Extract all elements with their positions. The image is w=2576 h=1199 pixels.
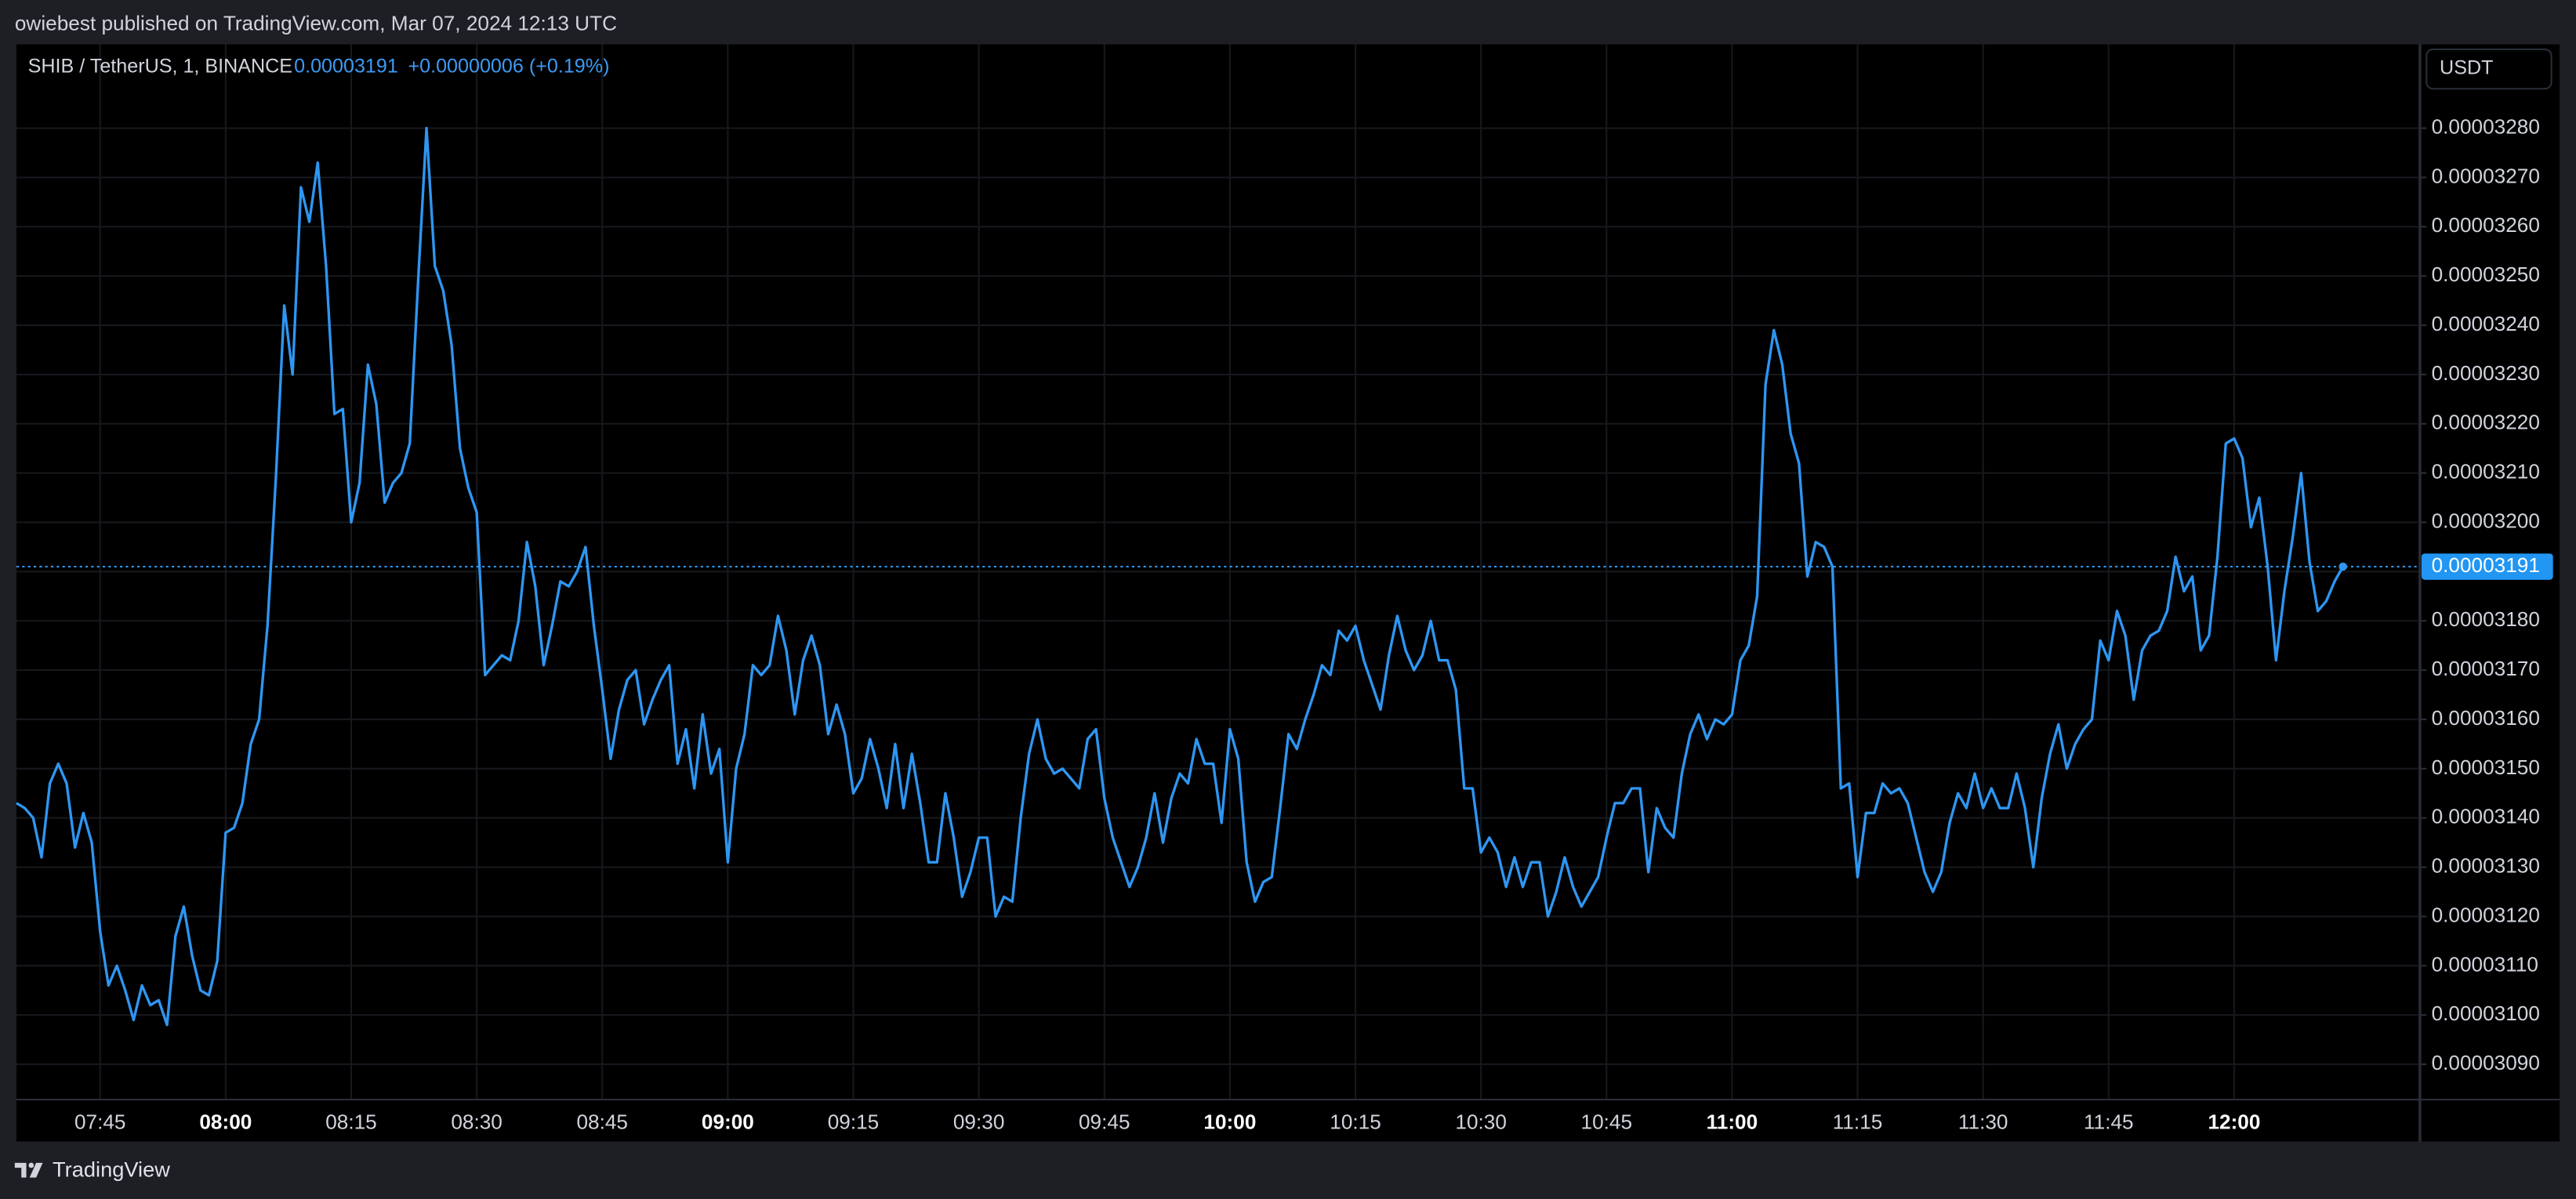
price-change: +0.00000006 (+0.19%)	[408, 56, 609, 78]
x-tick-label: 10:30	[1455, 1110, 1507, 1133]
axis-corner	[2422, 1100, 2560, 1142]
x-tick-label: 08:45	[576, 1110, 628, 1133]
last-price-label: 0.00003191	[2432, 553, 2540, 577]
y-tick-label: 0.00003100	[2432, 1002, 2540, 1025]
y-tick-label: 0.00003200	[2432, 509, 2540, 532]
x-tick-label: 09:45	[1079, 1110, 1130, 1133]
y-tick-label: 0.00003150	[2432, 755, 2540, 779]
x-tick-label: 11:30	[1958, 1110, 2008, 1133]
y-tick-label: 0.00003270	[2432, 164, 2540, 187]
y-tick-label: 0.00003250	[2432, 263, 2540, 286]
x-tick-label: 07:45	[74, 1110, 126, 1133]
currency[interactable]: USDT	[2440, 57, 2493, 79]
x-tick-label: 12:00	[2208, 1110, 2260, 1133]
grid	[16, 44, 2418, 1099]
price: 0.00003191	[294, 56, 398, 78]
y-tick-label: 0.00003140	[2432, 805, 2540, 828]
x-tick-label: 10:45	[1581, 1110, 1633, 1133]
y-tick-label: 0.00003120	[2432, 903, 2540, 926]
y-tick-label: 0.00003220	[2432, 411, 2540, 434]
x-tick-label: 11:00	[1707, 1110, 1758, 1133]
marks	[16, 126, 2418, 1027]
y-tick-label: 0.00003280	[2432, 114, 2540, 138]
y-tick-label: 0.00003130	[2432, 854, 2540, 878]
symbol: SHIB / TetherUS, 1, BINANCE	[28, 56, 292, 78]
currency-box[interactable]	[2425, 48, 2552, 90]
x-tick-label: 10:00	[1203, 1110, 1256, 1133]
price-line	[16, 126, 2345, 1027]
x-tick-label: 08:30	[451, 1110, 503, 1133]
y-tick-label: 0.00003240	[2432, 312, 2540, 335]
x-tick-label: 11:45	[2084, 1110, 2134, 1133]
y-tick-label: 0.00003230	[2432, 361, 2540, 385]
last-price-dot	[2338, 562, 2347, 571]
y-tick-label: 0.00003110	[2432, 952, 2538, 976]
y-tick-label: 0.00003180	[2432, 607, 2540, 631]
y-tick-label: 0.00003260	[2432, 213, 2540, 237]
x-tick-label: 09:00	[702, 1110, 754, 1133]
y-tick-label: 0.00003170	[2432, 657, 2540, 680]
publisher-line: owiebest published on TradingView.com, M…	[15, 11, 617, 34]
y-tick-label: 0.00003090	[2432, 1051, 2540, 1074]
x-tick-label: 08:15	[325, 1110, 377, 1133]
logo	[14, 1162, 43, 1178]
x-tick-label: 10:15	[1330, 1110, 1381, 1133]
x-tick-label: 09:15	[828, 1110, 880, 1133]
y-tick-label: 0.00003210	[2432, 460, 2540, 484]
time-axis	[16, 1100, 2418, 1142]
y-tick-label: 0.00003160	[2432, 706, 2540, 730]
x-tick-label: 11:15	[1833, 1110, 1883, 1133]
brand: TradingView	[53, 1157, 170, 1181]
last-price-tag	[2422, 553, 2553, 580]
x-tick-label: 08:00	[199, 1110, 252, 1133]
x-tick-label: 09:30	[953, 1110, 1005, 1133]
